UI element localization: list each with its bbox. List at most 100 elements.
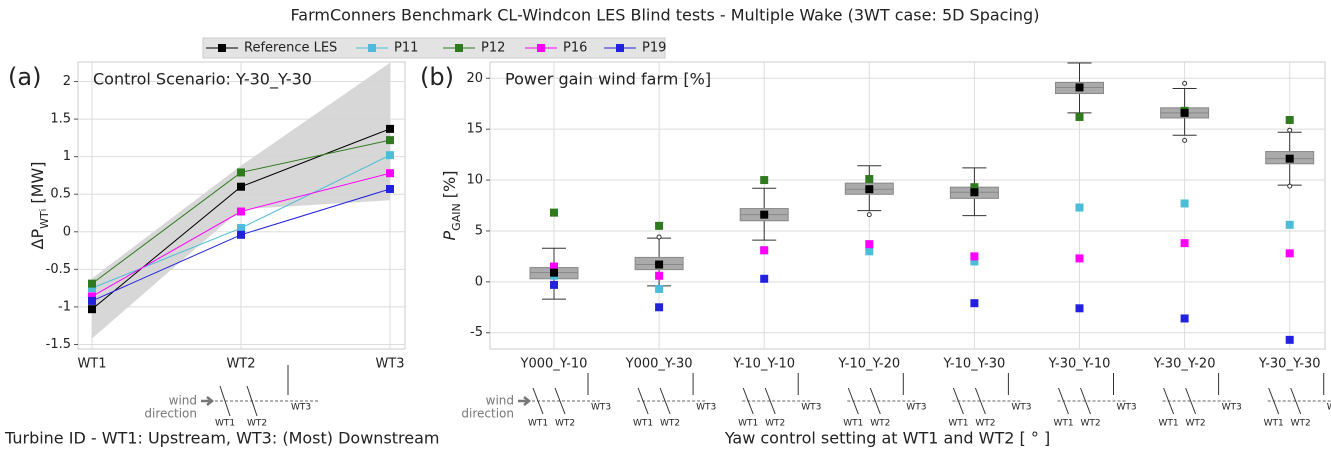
marker [865,247,874,256]
legend-marker [218,44,226,52]
marker [865,185,874,194]
x-tick-label: WT2 [226,357,255,372]
turbine-label: WT1 [738,419,758,429]
turbine [952,387,964,415]
y-axis-label-part: ΔP [28,229,47,250]
turbine-label: WT2 [247,419,267,429]
marker [1285,116,1294,125]
legend-label: P19 [642,41,666,56]
turbine-label: WT3 [906,403,926,413]
flier [1287,127,1293,133]
turbine-label: WT2 [1291,419,1311,429]
legend-label: P11 [394,41,418,56]
axes-title: Power gain wind farm [%] [505,70,711,89]
marker [655,271,664,280]
legend-marker [537,44,545,52]
turbine [1058,387,1069,415]
turbine [1290,387,1302,415]
x-tick-label: Y-30_Y-20 [1153,357,1216,372]
marker [386,124,394,133]
marker [1285,154,1294,163]
wind-arrow [518,396,532,406]
turbine-sketch: WT1 WT2 WT3 [843,373,926,429]
x-tick-label: Y-10_Y-30 [943,357,1006,372]
marker [970,299,979,308]
turbine [637,387,649,415]
marker [1075,112,1084,121]
marker [760,274,769,283]
x-axis-label: Turbine ID - WT1: Upstream, WT3: (Most) … [4,429,440,448]
marker [550,268,558,277]
marker [760,246,769,255]
turbine [246,385,258,417]
marker [550,280,558,289]
marker [386,136,394,145]
legend-marker [616,44,624,52]
range-band [92,62,390,339]
x-axis-label: Yaw control setting at WT1 and WT2 [ ° ] [724,429,1050,448]
x-tick-label: Y-30_Y-30 [1258,357,1321,372]
x-tick-label: Y-10_Y-20 [837,357,900,372]
marker [970,252,979,261]
marker [386,169,394,178]
turbine-label: WT1 [843,419,863,429]
flier [1182,137,1188,143]
legend: Reference LES P11 P12 P16 P19 [202,37,666,59]
legend-label: Reference LES [244,41,337,56]
marker [655,221,664,230]
turbine [847,387,859,415]
legend-marker [455,44,463,52]
x-tick-label: Y000_Y-10 [520,357,588,372]
flier [866,212,872,218]
y-axis-label-part: [%] [440,171,459,204]
marker [865,175,874,184]
x-tick-label: Y-30_Y-10 [1048,357,1111,372]
marker [386,184,394,193]
turbine-label: WT2 [765,419,785,429]
flier [1182,80,1188,86]
marker [550,262,558,271]
marker [237,182,245,191]
y-tick-label: -5 [470,325,483,340]
marker [237,224,245,233]
turbine-label: WT2 [870,419,890,429]
turbine [974,387,986,415]
marker [88,279,96,288]
plot-area [489,61,1326,350]
turbine-sketch: WT1 WT2 WT3 [1053,373,1137,429]
marker [1180,199,1189,208]
turbine [532,387,544,415]
marker [88,296,96,305]
turbine-label: WT2 [660,419,680,429]
turbine-label: WT3 [1117,403,1137,413]
turbine-label: WT3 [1222,403,1242,413]
turbine-label: WT1 [1159,419,1179,429]
y-tick-label: 2 [63,74,71,89]
y-tick-label: 10 [466,173,483,188]
turbine [554,387,566,415]
wind-label: direction [144,407,197,421]
marker [760,210,769,219]
x-tick-label: WT1 [77,357,106,372]
y-axis-label-part: GAIN [450,203,463,231]
marker [1075,254,1084,263]
panel-label: (a) [8,63,41,91]
y-tick-label: 0 [475,274,483,289]
figure-title: FarmConners Benchmark CL-Windcon LES Bli… [291,6,1040,25]
turbine-label: WT3 [1327,403,1331,413]
wind-label: wind [486,394,514,408]
turbine [1163,387,1175,415]
y-tick-label: 1 [63,149,71,164]
marker [970,183,979,192]
turbine-label: WT3 [696,403,716,413]
marker [970,257,979,266]
axes-title: Control Scenario: Y-30_Y-30 [93,70,312,90]
marker [655,260,664,269]
turbine-sketch: WT1 WT2 WT3 [948,373,1032,429]
wind-arrow [201,396,215,406]
turbine-sketch: WT1 WT2 WT3 [738,373,821,429]
legend-label: P12 [481,41,505,56]
marker [1285,249,1294,258]
y-tick-label: -1 [58,299,71,314]
